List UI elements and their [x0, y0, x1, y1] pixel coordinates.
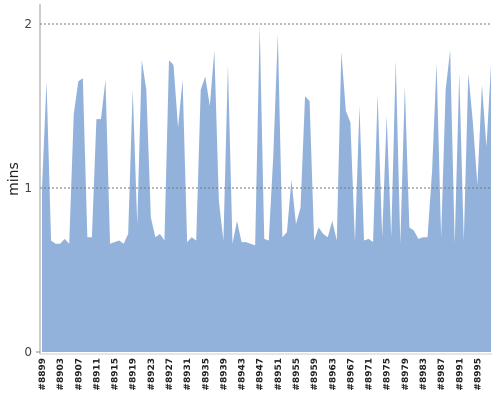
- y-tick-label: 0: [24, 345, 32, 359]
- x-tick-label: #8975: [383, 358, 393, 391]
- x-tick-label: #8903: [56, 358, 66, 391]
- x-tick-label: #8991: [455, 358, 465, 391]
- y-tick-label: 1: [24, 181, 32, 195]
- x-tick-label: #8947: [256, 358, 266, 391]
- x-tick-label: #8995: [473, 358, 483, 391]
- y-axis-label: mins: [6, 162, 22, 196]
- x-tick-label: #8935: [201, 358, 211, 391]
- x-tick-label: #8907: [74, 358, 84, 391]
- x-tick-label: #8927: [165, 358, 175, 391]
- x-tick-label: #8967: [346, 358, 356, 391]
- x-tick-label: #8955: [292, 358, 302, 391]
- x-tick-label: #8931: [183, 358, 193, 391]
- x-tick-label: #8963: [328, 358, 338, 391]
- x-tick-label: #8951: [274, 358, 284, 391]
- x-tick-label: #8959: [310, 358, 320, 391]
- x-tick-label: #8983: [419, 358, 429, 391]
- x-tick-label: #8943: [238, 358, 248, 391]
- x-tick-label: #8979: [401, 358, 411, 391]
- x-tick-label: #8899: [38, 358, 48, 391]
- x-tick-label: #8971: [365, 358, 375, 391]
- x-tick-label: #8911: [92, 358, 102, 391]
- area: [42, 25, 491, 352]
- x-tick-label: #8919: [129, 358, 139, 391]
- x-tick-label: #8915: [111, 358, 121, 391]
- y-tick-label: 2: [24, 17, 32, 31]
- x-tick-label: #8939: [219, 358, 229, 391]
- x-tick-label: #8987: [437, 358, 447, 391]
- x-tick-label: #8923: [147, 358, 157, 391]
